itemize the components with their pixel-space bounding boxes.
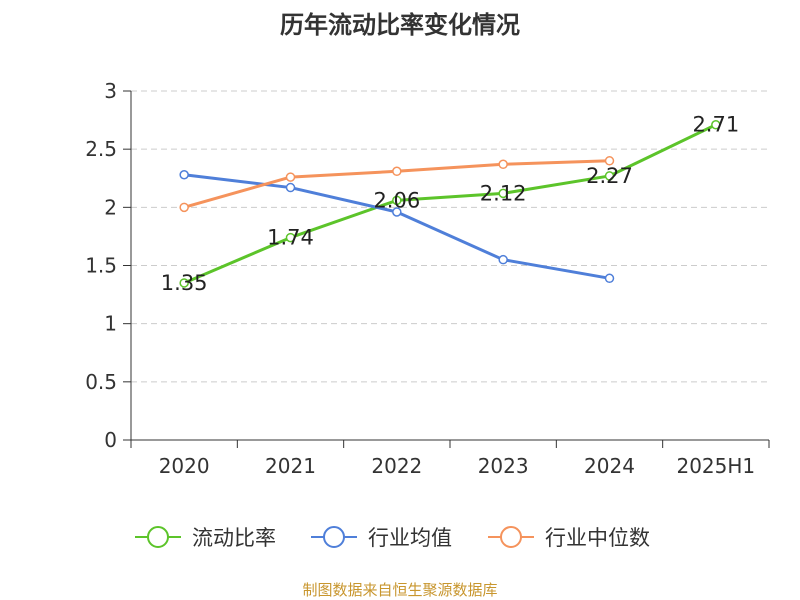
y-tick-label: 3 — [104, 79, 117, 103]
data-point — [179, 278, 189, 288]
legend-marker — [147, 526, 169, 548]
legend-label: 流动比率 — [192, 526, 276, 550]
y-tick-label: 1.5 — [85, 254, 117, 278]
axes: 0 0.5 1 1.5 2 2.5 3 2020 2021 2022 2023 2024 2025H1 — [85, 79, 770, 478]
x-tick-label: 2022 — [371, 454, 422, 478]
legend-marker — [323, 526, 345, 548]
legend-label: 行业中位数 — [545, 526, 650, 550]
data-point — [498, 254, 508, 265]
x-tick-label: 2025H1 — [676, 454, 755, 478]
chart-title: 历年流动比率变化情况 — [280, 11, 520, 39]
data-point — [179, 170, 189, 180]
data-point — [285, 232, 296, 243]
data-label: 2.27 — [586, 164, 633, 188]
y-tick-label: 0 — [104, 428, 117, 452]
series-lines — [179, 119, 721, 288]
data-point — [604, 273, 615, 284]
data-point — [392, 207, 402, 217]
series-line-0 — [183, 123, 717, 285]
data-point — [711, 119, 721, 130]
x-tick-label: 2023 — [478, 454, 529, 478]
y-tick-label: 2 — [104, 195, 117, 219]
legend-marker — [500, 526, 522, 548]
source-note: 制图数据来自恒生聚源数据库 — [302, 581, 497, 599]
data-point — [285, 182, 296, 193]
data-point — [392, 166, 402, 177]
data-label: 2.12 — [480, 181, 527, 205]
x-tick-label: 2021 — [265, 454, 316, 478]
data-point — [604, 171, 615, 181]
data-label: 1.74 — [267, 226, 314, 250]
data-point — [179, 202, 189, 213]
legend[interactable]: 流动比率 行业均值 行业中位数 — [135, 526, 650, 550]
data-point — [604, 156, 615, 166]
data-label: 2.71 — [692, 113, 739, 137]
data-point — [285, 172, 296, 182]
data-point — [392, 195, 402, 206]
y-tick-label: 2.5 — [85, 137, 117, 161]
data-label: 2.06 — [373, 188, 420, 212]
y-tick-label: 1 — [104, 312, 117, 336]
x-tick-label: 2020 — [159, 454, 210, 478]
data-label: 1.35 — [161, 271, 208, 295]
y-tick-label: 0.5 — [85, 370, 117, 394]
x-tick-label: 2024 — [584, 454, 635, 478]
data-labels: 1.35 1.74 2.06 2.12 2.27 2.71 — [161, 113, 739, 295]
data-point — [498, 188, 508, 199]
data-point — [498, 159, 508, 170]
legend-label: 行业均值 — [368, 526, 452, 550]
